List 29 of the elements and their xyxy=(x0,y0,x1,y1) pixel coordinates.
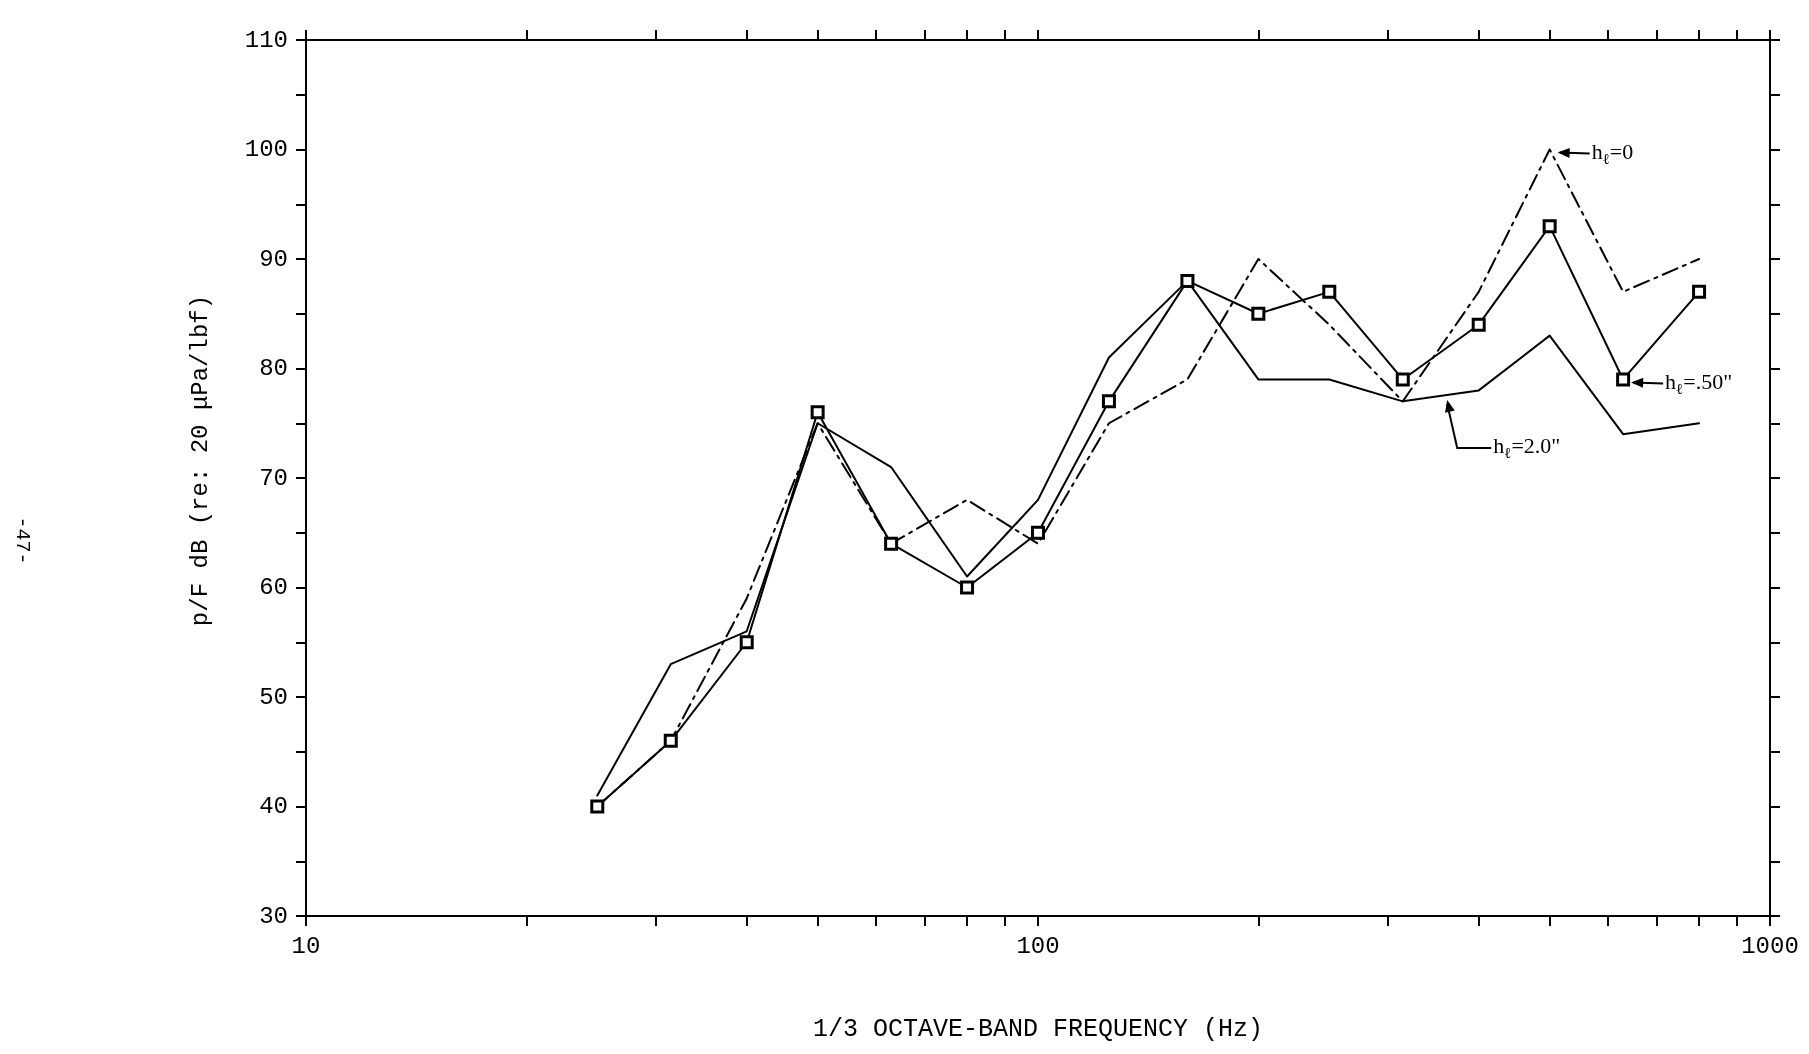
point xyxy=(884,536,899,551)
x-tick-label: 1000 xyxy=(1741,932,1799,960)
y-tick-label: 50 xyxy=(259,683,288,711)
point xyxy=(1395,372,1410,387)
y-tick-label: 100 xyxy=(244,136,288,163)
point xyxy=(1471,317,1486,332)
point xyxy=(663,733,678,748)
point xyxy=(590,799,605,814)
point xyxy=(1251,306,1266,321)
annotation: h$_{ℓ}$=0 xyxy=(1591,139,1634,169)
x-axis-title: 1/3 OCTAVE-BAND FREQUENCY (Hz) xyxy=(813,1015,1264,1044)
y-tick-label: 60 xyxy=(259,574,288,601)
y-tick-label: 40 xyxy=(259,793,288,820)
point xyxy=(810,405,825,420)
y-tick-label: 70 xyxy=(259,464,288,492)
annotation: h$_{ℓ}$=2.0" xyxy=(1493,433,1561,463)
point xyxy=(1542,219,1557,234)
y-tick-label: 30 xyxy=(259,902,288,930)
point xyxy=(1616,372,1631,387)
y-tick-label: 80 xyxy=(259,355,288,382)
y-tick-label: 110 xyxy=(244,26,288,54)
point xyxy=(1031,525,1045,540)
x-tick-label: 10 xyxy=(291,932,321,960)
text: -47- xyxy=(10,515,34,565)
annotation: h$_{ℓ}$=.50" xyxy=(1665,368,1733,399)
y-tick-label: 90 xyxy=(259,245,288,273)
point xyxy=(1322,284,1337,299)
y-axis-title: p/F dB (re: 20 μPa/lbf) xyxy=(186,294,214,626)
x-tick-label: 100 xyxy=(1016,932,1060,960)
